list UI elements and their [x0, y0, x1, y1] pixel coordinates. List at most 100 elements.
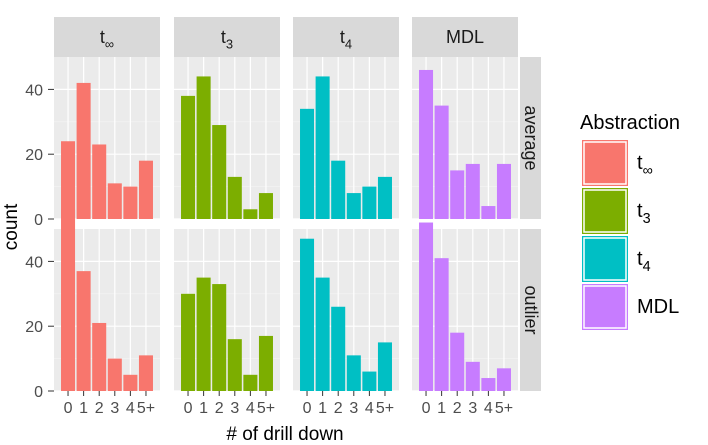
x-tick-label: 4 — [246, 400, 255, 417]
x-tick-label: 1 — [318, 400, 327, 417]
facet-strip-column — [174, 17, 280, 57]
bar — [243, 374, 258, 391]
facet-panel — [293, 229, 399, 392]
x-tick-label: 3 — [110, 400, 119, 417]
bar — [465, 163, 480, 219]
facet-strip-row — [520, 57, 541, 219]
facet-strip-row-label: average — [521, 105, 541, 170]
legend-key-border — [583, 285, 627, 329]
y-tick-label: 40 — [25, 254, 43, 271]
x-tick-label: 2 — [453, 400, 462, 417]
legend-label: t3 — [637, 200, 651, 227]
x-tick-label: 1 — [79, 400, 88, 417]
bar — [196, 76, 211, 219]
x-tick-label: 0 — [64, 400, 73, 417]
bar — [450, 170, 465, 219]
facet-strip-column — [293, 17, 399, 57]
legend-label: MDL — [637, 296, 679, 318]
bar — [196, 277, 211, 391]
y-tick-label: 20 — [25, 147, 43, 164]
y-tick-label: 0 — [34, 212, 43, 229]
bar — [212, 284, 227, 391]
bar — [300, 238, 315, 391]
x-tick-label: 0 — [303, 400, 312, 417]
bar — [181, 95, 196, 219]
facet-panel — [174, 229, 280, 392]
x-tick-label: 2 — [95, 400, 104, 417]
bar — [496, 163, 511, 219]
bar — [377, 342, 392, 391]
x-tick-label: 2 — [334, 400, 343, 417]
bar — [450, 332, 465, 391]
facet-strip-label: MDL — [446, 27, 484, 47]
bar — [496, 368, 511, 391]
bar — [212, 125, 227, 219]
x-tick-label: 3 — [468, 400, 477, 417]
legend-key — [582, 284, 628, 330]
x-tick-label: 0 — [184, 400, 193, 417]
x-tick-label: 5+ — [137, 400, 155, 417]
legend-key-border — [583, 237, 627, 281]
x-tick-label: 1 — [199, 400, 208, 417]
facet-strip-column — [412, 17, 518, 57]
bar — [315, 76, 330, 219]
bar — [61, 209, 76, 391]
legend-key — [582, 236, 628, 282]
bar — [76, 82, 91, 219]
legend-label: t4 — [637, 248, 651, 275]
facet-panel — [412, 57, 518, 220]
x-tick-label: 4 — [484, 400, 493, 417]
bar — [92, 144, 107, 219]
facet-panel — [54, 57, 160, 220]
facet-panel — [293, 57, 399, 220]
y-axis-title: count — [1, 203, 22, 250]
bar — [331, 160, 346, 219]
bar — [434, 105, 449, 219]
bar — [61, 141, 76, 219]
bar — [92, 322, 107, 391]
facet-strip-label: t3 — [221, 27, 233, 51]
bar — [346, 355, 361, 391]
x-tick-label: 5+ — [376, 400, 394, 417]
x-tick-label: 3 — [230, 400, 239, 417]
bar — [300, 108, 315, 219]
bar — [419, 222, 434, 391]
bar — [465, 361, 480, 391]
bar — [346, 193, 361, 219]
bar — [258, 335, 273, 391]
bar — [419, 69, 434, 220]
bar — [227, 339, 242, 391]
legend-title: Abstraction — [580, 112, 680, 134]
bar — [181, 293, 196, 391]
y-tick-label: 0 — [34, 384, 43, 401]
x-tick-label: 2 — [215, 400, 224, 417]
bar — [107, 358, 122, 391]
bar — [377, 176, 392, 219]
bar — [481, 206, 496, 219]
x-tick-label: 0 — [422, 400, 431, 417]
facet-panel — [54, 209, 160, 392]
facet-strip-column — [54, 17, 160, 57]
facet-strip-label: t4 — [340, 27, 352, 51]
bar — [123, 374, 138, 391]
x-tick-label: 5+ — [257, 400, 275, 417]
bar — [227, 176, 242, 219]
bar — [315, 277, 330, 391]
x-tick-label: 3 — [349, 400, 358, 417]
bar — [138, 160, 153, 219]
legend-key-border — [583, 189, 627, 233]
facet-panel — [412, 222, 518, 392]
bar — [243, 209, 258, 219]
legend-key — [582, 188, 628, 234]
bar — [362, 371, 377, 391]
y-tick-label: 20 — [25, 319, 43, 336]
y-tick-label: 40 — [25, 82, 43, 99]
legend-label: t∞ — [637, 152, 653, 179]
x-tick-label: 5+ — [495, 400, 513, 417]
x-axis-title: # of drill down — [226, 424, 343, 445]
bar — [258, 193, 273, 219]
legend-key — [582, 140, 628, 186]
facet-strip-label: t∞ — [100, 27, 114, 51]
bar — [107, 183, 122, 219]
